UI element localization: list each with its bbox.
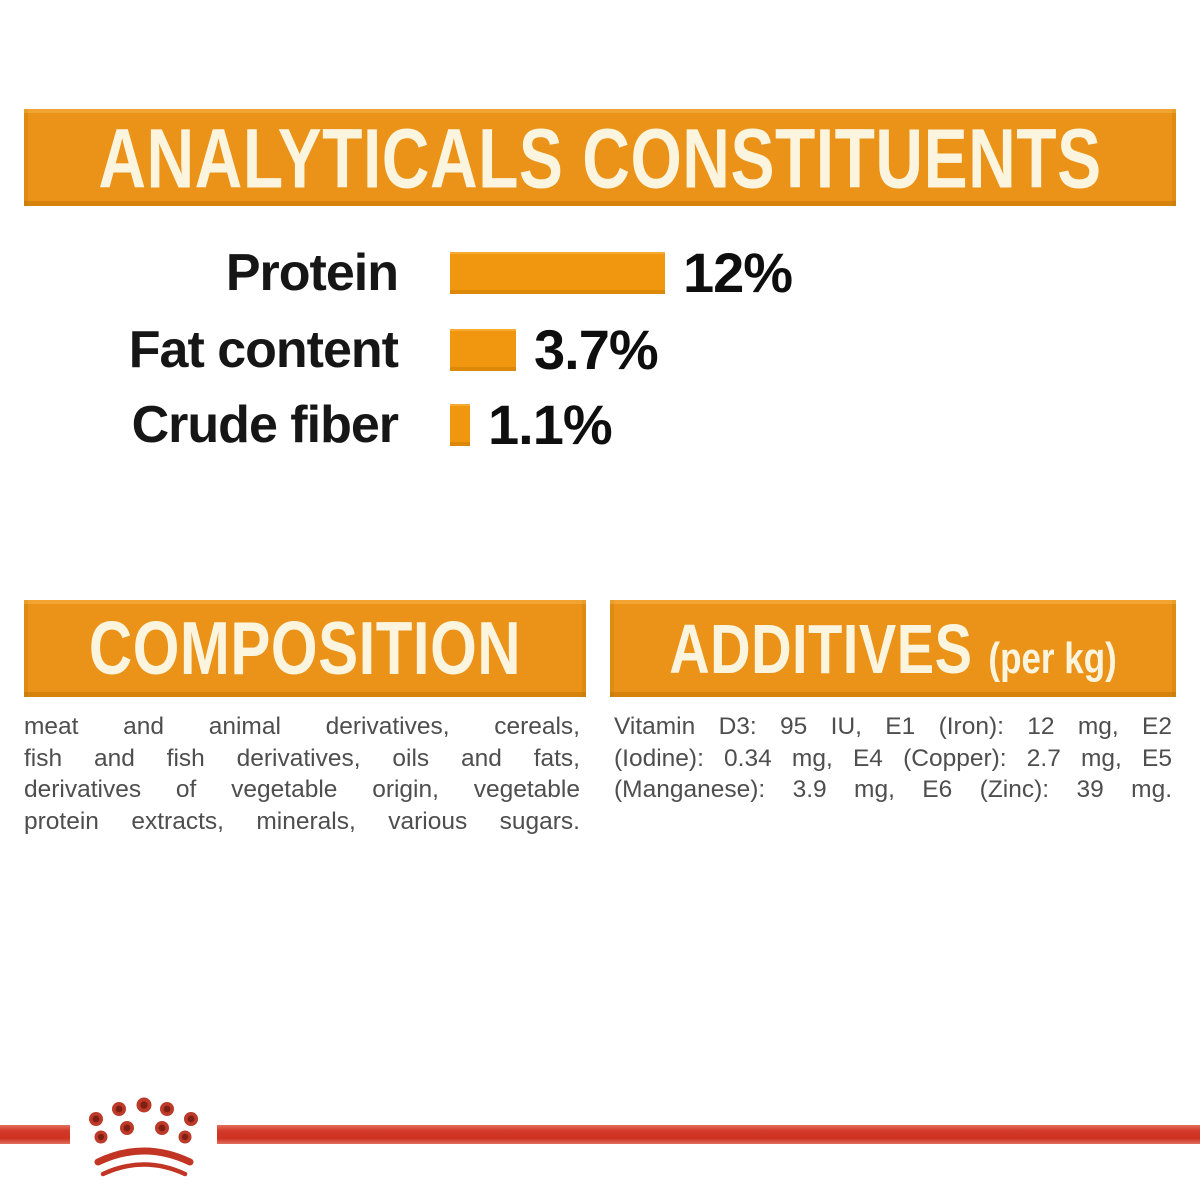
chart-bar xyxy=(450,404,470,446)
chart-value: 3.7% xyxy=(534,318,659,381)
chart-row-fat-content: Fat content 3.7% xyxy=(0,321,920,379)
chart-value: 1.1% xyxy=(488,393,613,456)
additives-unit-label: (per kg) xyxy=(988,633,1117,683)
analyticals-banner: ANALYTICALS CONSTITUENTS xyxy=(24,109,1176,206)
chart-bar xyxy=(450,329,516,371)
additives-line: (Iodine): 0.34 mg, E4 (Copper): 2.7 mg, … xyxy=(614,744,1172,772)
additives-paragraph: Vitamin D3: 95 IU, E1 (Iron): 12 mg, E2 … xyxy=(614,711,1172,806)
chart-value: 12% xyxy=(683,241,793,304)
composition-line: fish and fish derivatives, oils and fats… xyxy=(24,744,580,772)
composition-line: protein extracts, minerals, various suga… xyxy=(24,807,580,835)
royal-canin-crown-icon xyxy=(89,1097,198,1177)
composition-banner: COMPOSITION xyxy=(24,600,586,697)
additives-title-group: ADDITIVES (per kg) xyxy=(669,613,1117,684)
red-stripe-right xyxy=(217,1125,1200,1144)
composition-line: derivatives of vegetable origin, vegetab… xyxy=(24,776,580,803)
composition-line: meat and animal derivatives, cereals, xyxy=(24,713,580,740)
chart-label: Crude fiber xyxy=(131,396,399,454)
additives-banner: ADDITIVES (per kg) xyxy=(610,600,1176,697)
analyticals-title: ANALYTICALS CONSTITUENTS xyxy=(98,110,1102,205)
chart-label: Protein xyxy=(225,244,399,302)
red-stripe-left xyxy=(0,1125,70,1144)
composition-paragraph: meat and animal derivatives, cereals, fi… xyxy=(24,711,580,837)
composition-title: COMPOSITION xyxy=(88,606,522,690)
additives-line: (Manganese): 3.9 mg, E6 (Zinc): 39 mg. xyxy=(614,776,1172,803)
chart-label: Fat content xyxy=(128,321,399,379)
additives-line: Vitamin D3: 95 IU, E1 (Iron): 12 mg, E2 xyxy=(614,713,1172,740)
chart-row-protein: Protein 12% xyxy=(0,244,920,302)
chart-bar xyxy=(450,252,665,294)
chart-row-crude-fiber: Crude fiber 1.1% xyxy=(0,396,920,454)
additives-title: ADDITIVES xyxy=(669,608,973,688)
